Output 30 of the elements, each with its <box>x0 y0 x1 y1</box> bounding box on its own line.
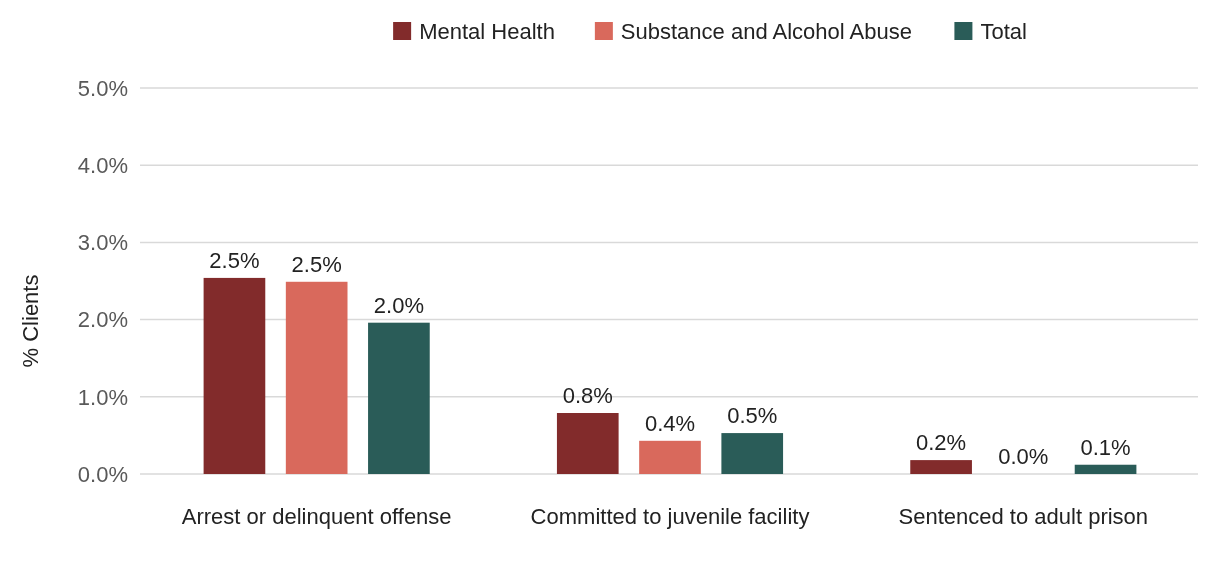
data-label: 0.0% <box>998 444 1049 469</box>
y-tick-label: 5.0% <box>77 75 128 101</box>
legend-label: Substance and Alcohol Abuse <box>620 18 912 44</box>
y-tick-label: 4.0% <box>77 152 128 178</box>
y-tick-label: 2.0% <box>77 307 128 333</box>
x-tick-label: Sentenced to adult prison <box>898 504 1149 529</box>
bar <box>910 460 972 474</box>
x-tick-label: Committed to juvenile facility <box>530 504 810 529</box>
legend-label: Mental Health <box>419 18 555 44</box>
x-tick-label: Arrest or delinquent offense <box>181 504 452 529</box>
data-label: 0.1% <box>1080 434 1131 460</box>
y-tick-label: 3.0% <box>77 230 128 256</box>
data-label: 2.5% <box>291 251 342 277</box>
bar <box>721 433 784 474</box>
bar <box>203 277 266 474</box>
y-tick-label: 0.0% <box>77 461 128 487</box>
bar <box>285 281 348 474</box>
legend-label: Total <box>980 18 1027 44</box>
data-label: 0.4% <box>644 410 696 436</box>
data-label: 0.2% <box>916 430 967 456</box>
data-label: 2.5% <box>209 247 260 273</box>
y-axis-title: % Clients <box>18 274 43 368</box>
data-label: 0.5% <box>727 403 778 429</box>
bar <box>639 440 701 474</box>
bar <box>556 413 619 474</box>
y-tick-label: 1.0% <box>77 384 128 410</box>
bar <box>1074 464 1137 474</box>
data-label: 0.8% <box>562 383 613 409</box>
bar <box>368 322 430 474</box>
data-label: 2.0% <box>373 292 424 318</box>
